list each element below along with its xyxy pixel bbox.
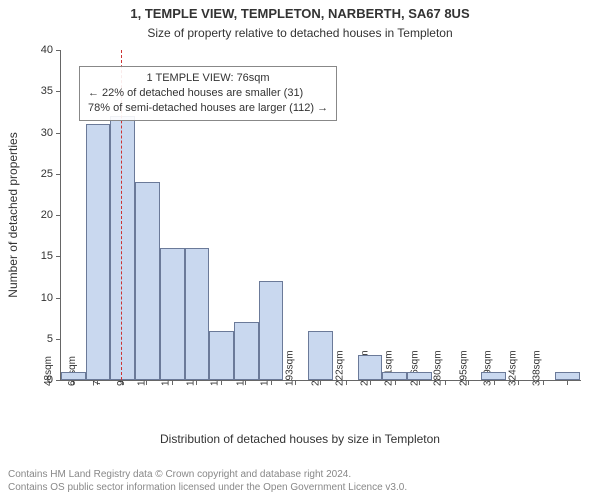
y-tick-label: 10 <box>41 292 61 304</box>
annotation-line: ← 22% of detached houses are smaller (31… <box>88 86 328 101</box>
plot-area: 051015202530354048sqm62sqm77sqm91sqm106s… <box>60 50 581 381</box>
histogram-bar <box>259 281 284 380</box>
x-axis-label: Distribution of detached houses by size … <box>0 432 600 446</box>
histogram-bar <box>234 322 259 380</box>
x-tick-label: 338sqm <box>532 350 543 386</box>
x-tick <box>494 380 495 385</box>
x-tick-label: 251sqm <box>383 350 394 386</box>
y-tick-label: 5 <box>47 333 61 345</box>
x-tick-label: 48sqm <box>43 356 54 386</box>
x-tick <box>346 380 347 385</box>
y-tick-label: 30 <box>41 127 61 139</box>
histogram-bar <box>209 331 234 381</box>
annotation-box: 1 TEMPLE VIEW: 76sqm← 22% of detached ho… <box>79 66 337 121</box>
footer-line-1: Contains HM Land Registry data © Crown c… <box>8 468 407 481</box>
footer-attribution: Contains HM Land Registry data © Crown c… <box>8 468 407 494</box>
x-tick-label: 295sqm <box>458 350 469 386</box>
histogram-bar <box>382 372 407 380</box>
x-tick <box>567 380 568 385</box>
histogram-bar <box>308 331 333 381</box>
chart-title: 1, TEMPLE VIEW, TEMPLETON, NARBERTH, SA6… <box>0 6 600 21</box>
histogram-bar <box>110 116 135 380</box>
y-tick-label: 20 <box>41 209 61 221</box>
histogram-bar <box>555 372 580 380</box>
histogram-bar <box>185 248 210 380</box>
annotation-line: 78% of semi-detached houses are larger (… <box>88 101 328 116</box>
x-tick <box>445 380 446 385</box>
x-tick-label: 193sqm <box>285 350 296 386</box>
x-tick <box>221 380 222 385</box>
histogram-bar <box>135 182 160 380</box>
y-tick-label: 25 <box>41 168 61 180</box>
histogram-bar <box>481 372 506 380</box>
histogram-bar <box>61 372 86 380</box>
x-tick <box>271 380 272 385</box>
y-tick-label: 35 <box>41 85 61 97</box>
x-tick-label: 222sqm <box>334 350 345 386</box>
annotation-line: 1 TEMPLE VIEW: 76sqm <box>88 71 328 86</box>
y-tick-label: 40 <box>41 44 61 56</box>
x-tick-label: 309sqm <box>482 350 493 386</box>
footer-line-2: Contains OS public sector information li… <box>8 481 407 494</box>
figure-container: 1, TEMPLE VIEW, TEMPLETON, NARBERTH, SA6… <box>0 0 600 500</box>
x-tick <box>172 380 173 385</box>
x-tick <box>543 380 544 385</box>
chart-subtitle: Size of property relative to detached ho… <box>0 26 600 40</box>
histogram-bar <box>358 355 383 380</box>
x-tick-label: 266sqm <box>409 350 420 386</box>
histogram-bar <box>160 248 185 380</box>
histogram-bar <box>407 372 432 380</box>
x-tick <box>395 380 396 385</box>
x-tick-label: 324sqm <box>508 350 519 386</box>
histogram-bar <box>86 124 111 380</box>
y-axis-label: Number of detached properties <box>6 132 20 297</box>
x-tick-label: 280sqm <box>433 350 444 386</box>
y-tick-label: 15 <box>41 250 61 262</box>
